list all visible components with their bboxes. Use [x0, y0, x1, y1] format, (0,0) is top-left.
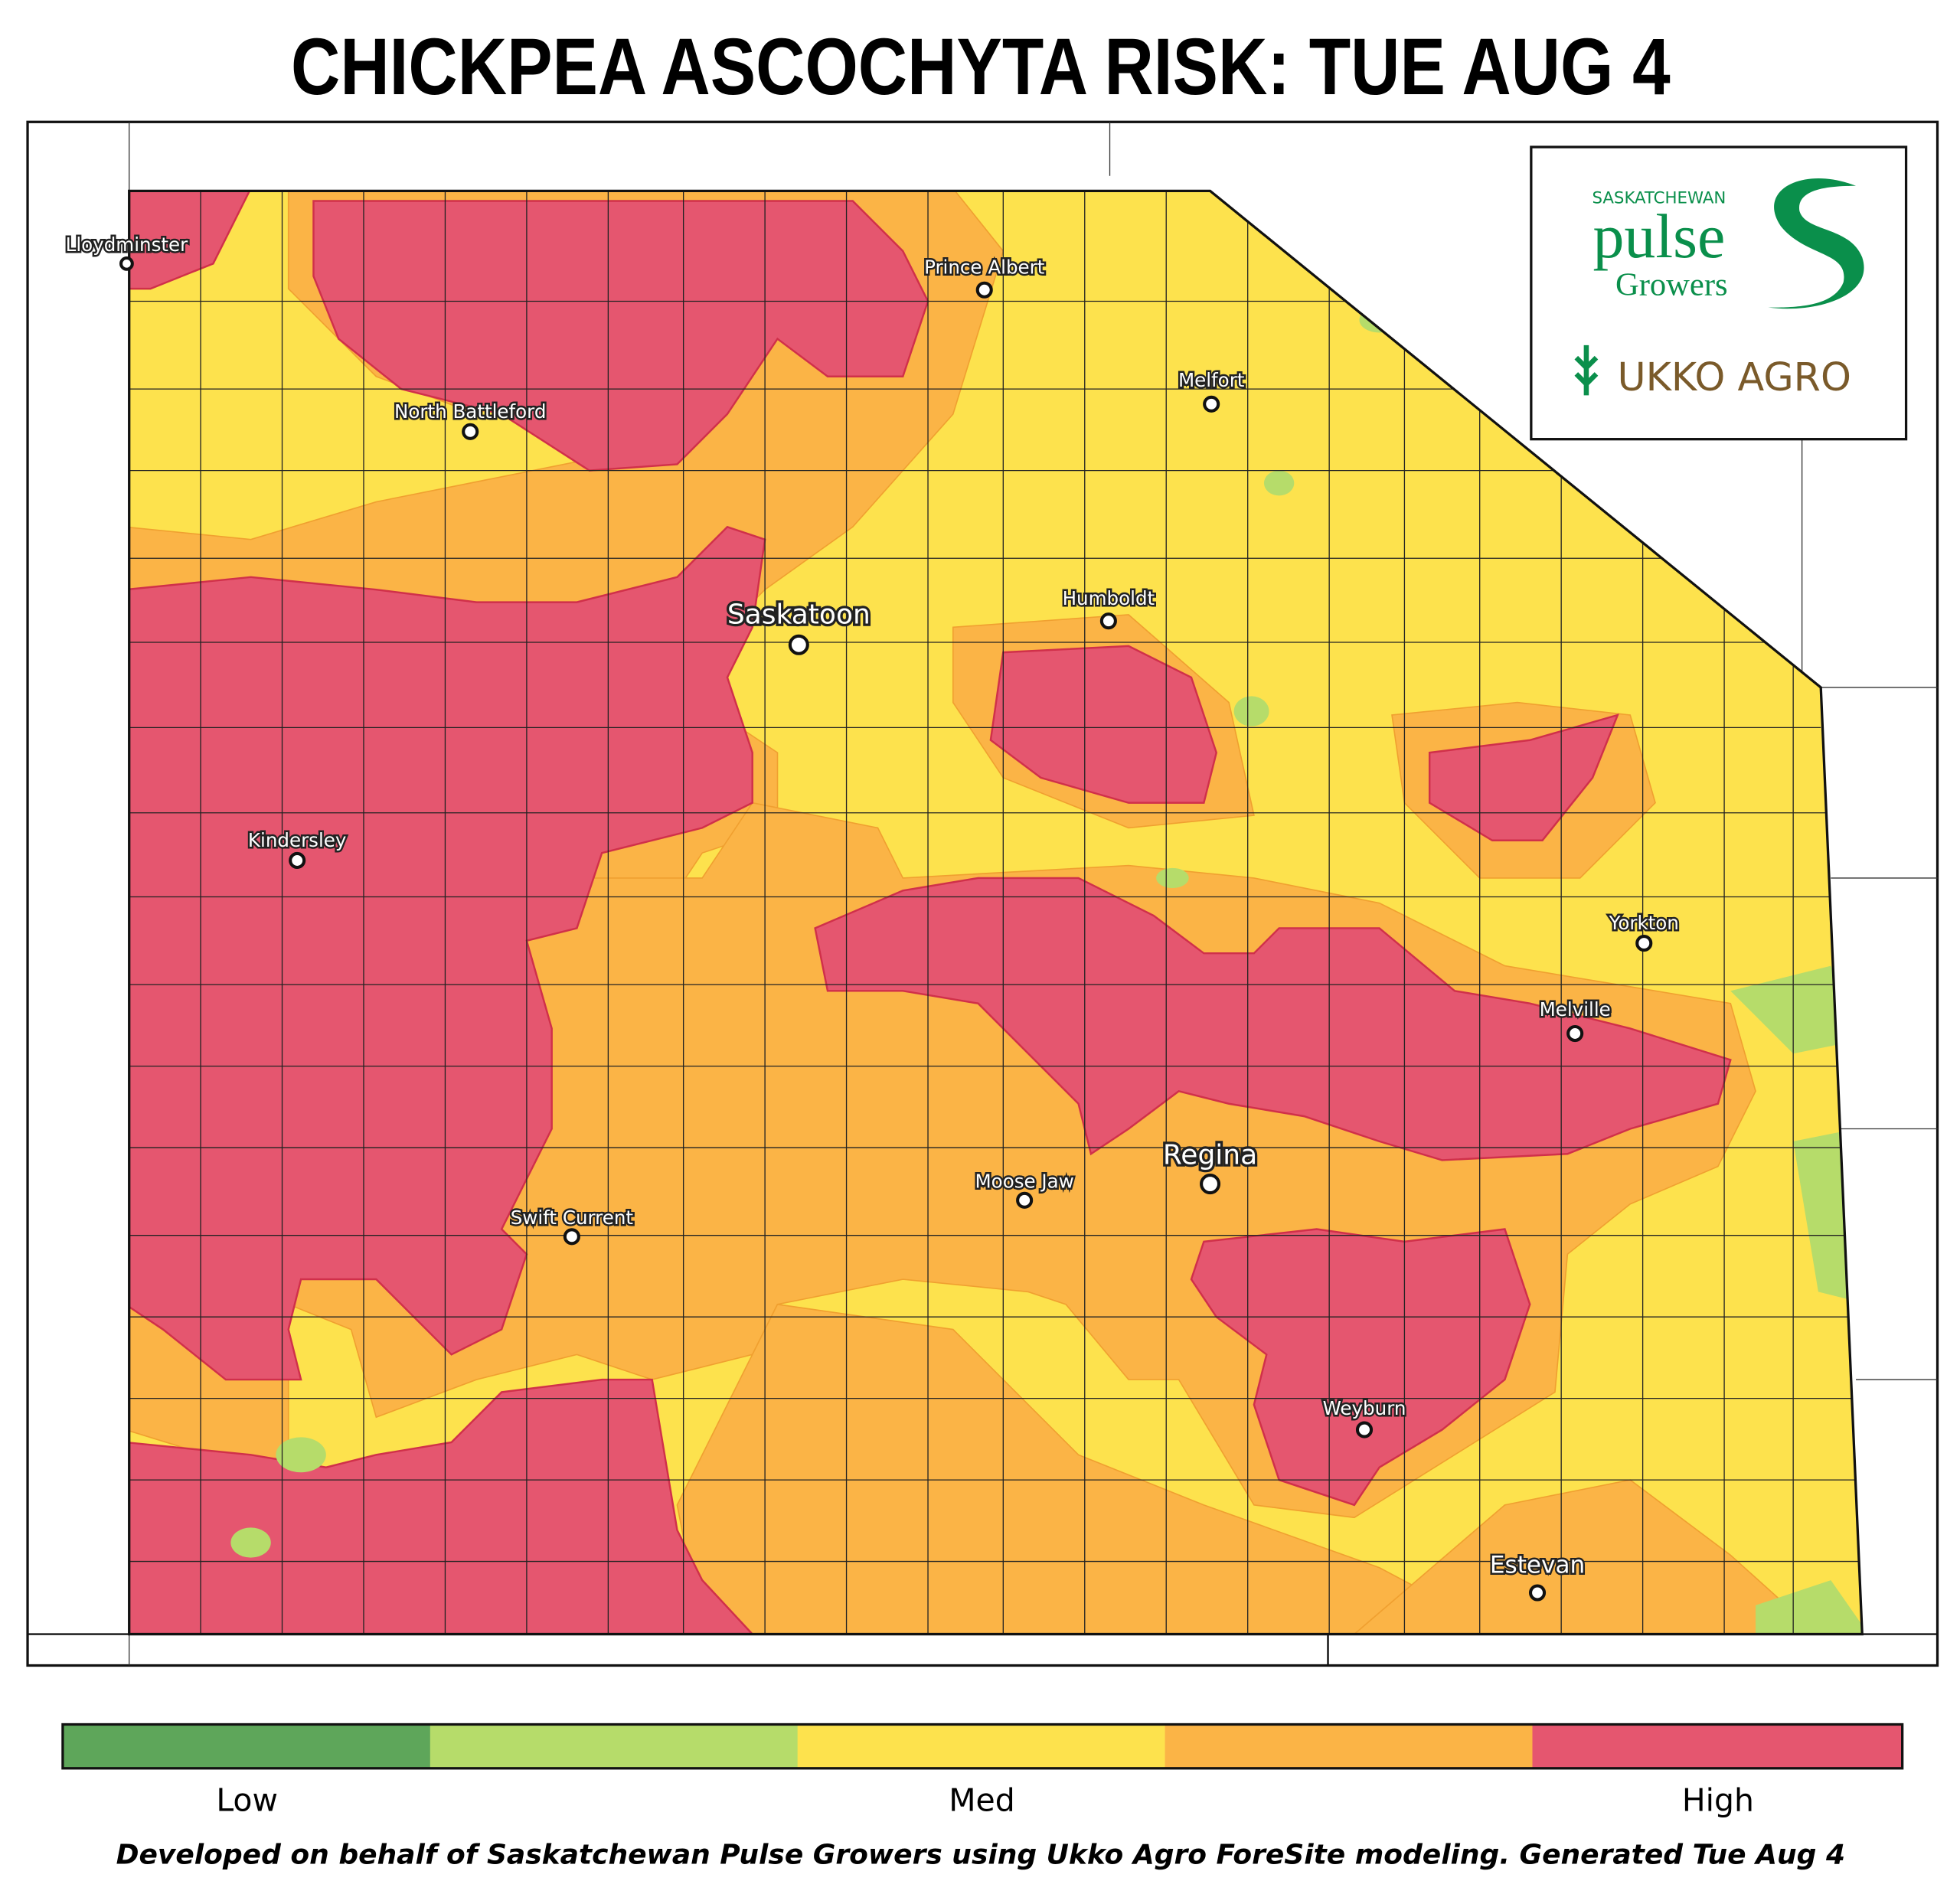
logo-box: SASKATCHEWAN pulse Growers UKKO AGRO — [1530, 145, 1908, 441]
city-label: Humboldt — [1063, 587, 1155, 609]
city-label: Weyburn — [1323, 1397, 1406, 1419]
city-label: Melfort — [1178, 369, 1245, 391]
map-title: CHICKPEA ASCOCHYTA RISK: TUE AUG 4 — [291, 21, 1671, 111]
logo-org-top: SASKATCHEWAN — [1592, 189, 1726, 208]
city-label: Yorkton — [1609, 912, 1679, 934]
logo-partner: UKKO AGRO — [1617, 354, 1851, 400]
legend-label: Low — [216, 1781, 278, 1818]
logo-org-sub: Growers — [1615, 266, 1728, 302]
city-label: Saskatoon — [727, 599, 871, 630]
city-label: Lloydminster — [66, 233, 188, 256]
footer: Developed on behalf of Saskatchewan Puls… — [116, 1839, 1845, 1870]
city-label: Moose Jaw — [975, 1170, 1074, 1192]
city-label: Estevan — [1490, 1551, 1585, 1579]
legend-label: High — [1682, 1781, 1754, 1818]
city-label: North Battleford — [394, 400, 546, 423]
city-label: Prince Albert — [924, 256, 1045, 278]
county-grid — [129, 191, 1863, 1634]
cities: Lloydminster Prince Albert Melfort North… — [64, 232, 1681, 1602]
city-label: Kindersley — [248, 829, 347, 851]
city-label: Swift Current — [511, 1207, 634, 1229]
legend-label: Med — [949, 1781, 1015, 1818]
city-label: Melville — [1540, 998, 1611, 1020]
legend: Low Med High — [61, 1723, 1904, 1818]
city-label: Regina — [1163, 1139, 1257, 1171]
logo-org-main: pulse — [1592, 201, 1725, 271]
